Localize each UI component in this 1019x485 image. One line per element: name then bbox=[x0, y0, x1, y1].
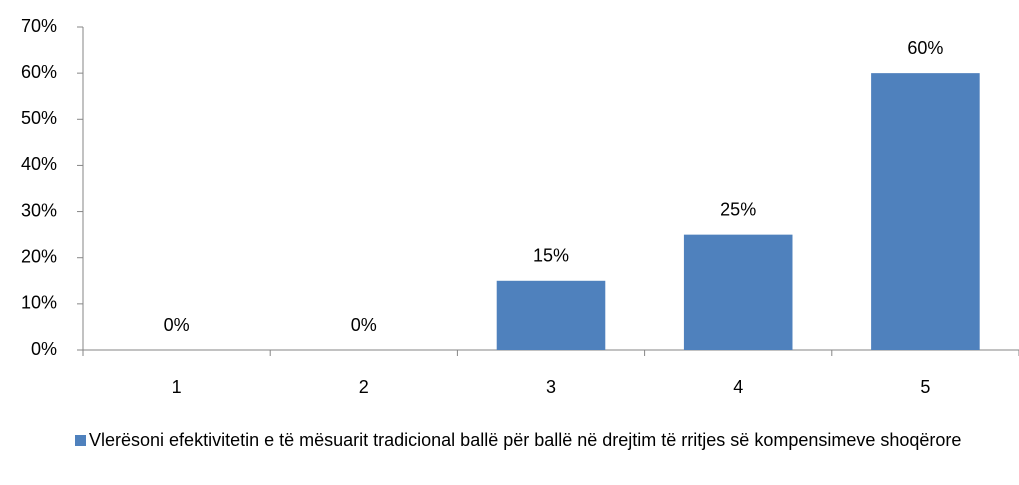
legend: Vlerësoni efektivitetin e të mësuarit tr… bbox=[75, 426, 1010, 454]
y-tick-label: 30% bbox=[21, 200, 57, 220]
x-tick-label: 1 bbox=[172, 377, 182, 397]
bar bbox=[496, 280, 606, 350]
data-label: 0% bbox=[164, 315, 190, 335]
y-tick-label: 70% bbox=[21, 16, 57, 36]
x-tick-label: 5 bbox=[920, 377, 930, 397]
y-tick-label: 0% bbox=[31, 339, 57, 359]
x-tick-label: 2 bbox=[359, 377, 369, 397]
y-tick-label: 60% bbox=[21, 62, 57, 82]
legend-swatch bbox=[75, 435, 86, 446]
bar bbox=[871, 73, 980, 351]
y-tick-label: 20% bbox=[21, 246, 57, 266]
data-label: 25% bbox=[720, 199, 756, 219]
data-label: 0% bbox=[351, 315, 377, 335]
y-tick-label: 40% bbox=[21, 154, 57, 174]
x-tick-label: 4 bbox=[733, 377, 743, 397]
y-tick-label: 10% bbox=[21, 293, 57, 313]
bar bbox=[683, 234, 793, 350]
y-tick-label: 50% bbox=[21, 108, 57, 128]
x-tick-label: 3 bbox=[546, 377, 556, 397]
chart: 0%10%20%30%40%50%60%70%10%20%315%425%560… bbox=[21, 16, 1019, 397]
data-label: 15% bbox=[533, 246, 569, 266]
legend-label: Vlerësoni efektivitetin e të mësuarit tr… bbox=[89, 430, 962, 450]
data-label: 60% bbox=[907, 38, 943, 58]
